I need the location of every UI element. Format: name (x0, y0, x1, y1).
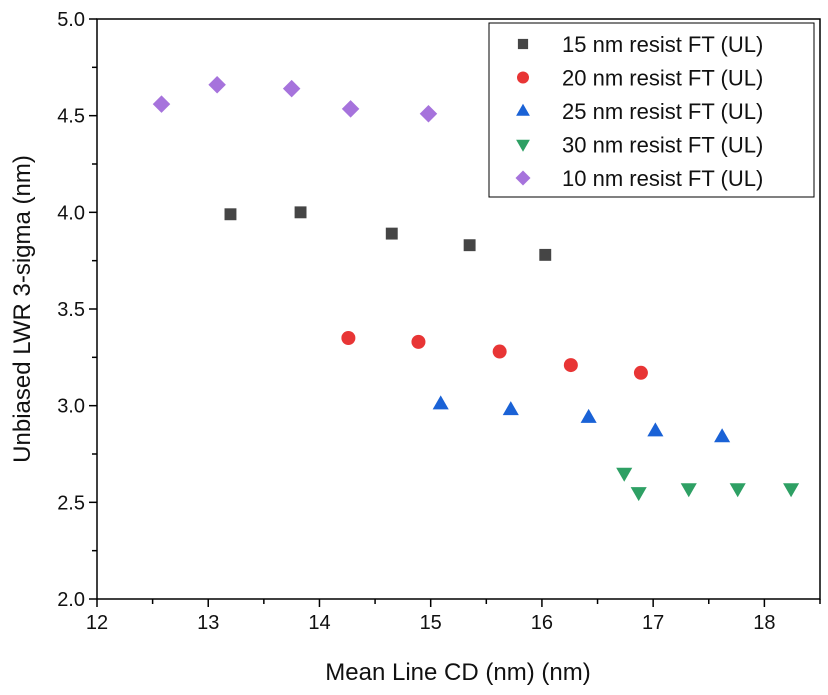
data-point (563, 358, 578, 373)
legend-item: 20 nm resist FT (UL) (517, 66, 763, 91)
y-tick-label: 5.0 (57, 9, 85, 31)
legend-label: 10 nm resist FT (UL) (562, 166, 763, 191)
data-point (633, 365, 648, 380)
legend-label: 30 nm resist FT (UL) (562, 133, 763, 158)
legend-label: 15 nm resist FT (UL) (562, 32, 763, 57)
legend-label: 25 nm resist FT (UL) (562, 99, 763, 124)
x-tick-label: 14 (308, 612, 330, 634)
x-tick-label: 12 (86, 612, 108, 634)
axes: 12 13 14 15 16 17 18 2.0 2.5 3.0 3.5 4.0 4.5 5.0 (57, 9, 821, 634)
data-point (580, 408, 597, 423)
data-point (411, 334, 426, 349)
legend-item: 25 nm resist FT (UL) (516, 99, 763, 124)
series-1 (341, 331, 648, 380)
series-0 (224, 206, 552, 261)
data-point (616, 467, 633, 482)
legend-box (488, 22, 815, 198)
data-point (432, 395, 449, 410)
x-tick-label: 16 (531, 612, 553, 634)
legend-marker (516, 103, 530, 116)
legend-marker (516, 139, 530, 152)
data-point (502, 401, 519, 416)
data-point (783, 483, 800, 498)
data-point (152, 95, 171, 113)
data-point (419, 104, 438, 123)
x-axis-label: Mean Line CD (nm) (nm) (325, 659, 590, 686)
y-tick-label: 2.5 (57, 492, 85, 514)
series-3 (616, 467, 800, 502)
data-points (152, 75, 800, 502)
legend-item: 10 nm resist FT (UL) (515, 166, 763, 191)
data-point (647, 422, 664, 437)
data-point (224, 208, 237, 221)
legend-marker (515, 170, 531, 186)
x-tick-label: 17 (642, 612, 664, 634)
data-point (630, 487, 647, 502)
y-tick-label: 4.0 (57, 202, 85, 224)
data-point (341, 100, 360, 118)
data-point (680, 483, 697, 498)
x-tick-label: 18 (753, 612, 775, 634)
data-point (282, 79, 301, 98)
data-point (539, 248, 552, 261)
y-tick-label: 3.5 (57, 299, 85, 321)
legend-marker (517, 38, 529, 50)
legend-marker (517, 71, 529, 84)
y-tick-label: 4.5 (57, 106, 85, 128)
data-point (729, 483, 746, 498)
data-point (208, 75, 226, 94)
x-tick-label: 15 (420, 612, 442, 634)
data-point (341, 331, 356, 345)
data-point (463, 239, 476, 252)
data-point (294, 206, 307, 219)
legend-item: 30 nm resist FT (UL) (516, 133, 763, 158)
y-axis-label: Unbiased LWR 3-sigma (nm) (9, 155, 36, 463)
legend-item: 15 nm resist FT (UL) (517, 32, 763, 57)
y-tick-label: 3.0 (57, 396, 85, 418)
x-tick-label: 13 (197, 612, 219, 634)
legend: 15 nm resist FT (UL) 20 nm resist FT (UL)… (488, 22, 815, 198)
series-2 (432, 395, 731, 443)
series-4 (152, 75, 438, 123)
legend-label: 20 nm resist FT (UL) (562, 66, 763, 91)
y-tick-label: 2.0 (57, 589, 85, 611)
data-point (492, 344, 507, 359)
data-point (385, 227, 398, 240)
data-point (714, 428, 731, 443)
